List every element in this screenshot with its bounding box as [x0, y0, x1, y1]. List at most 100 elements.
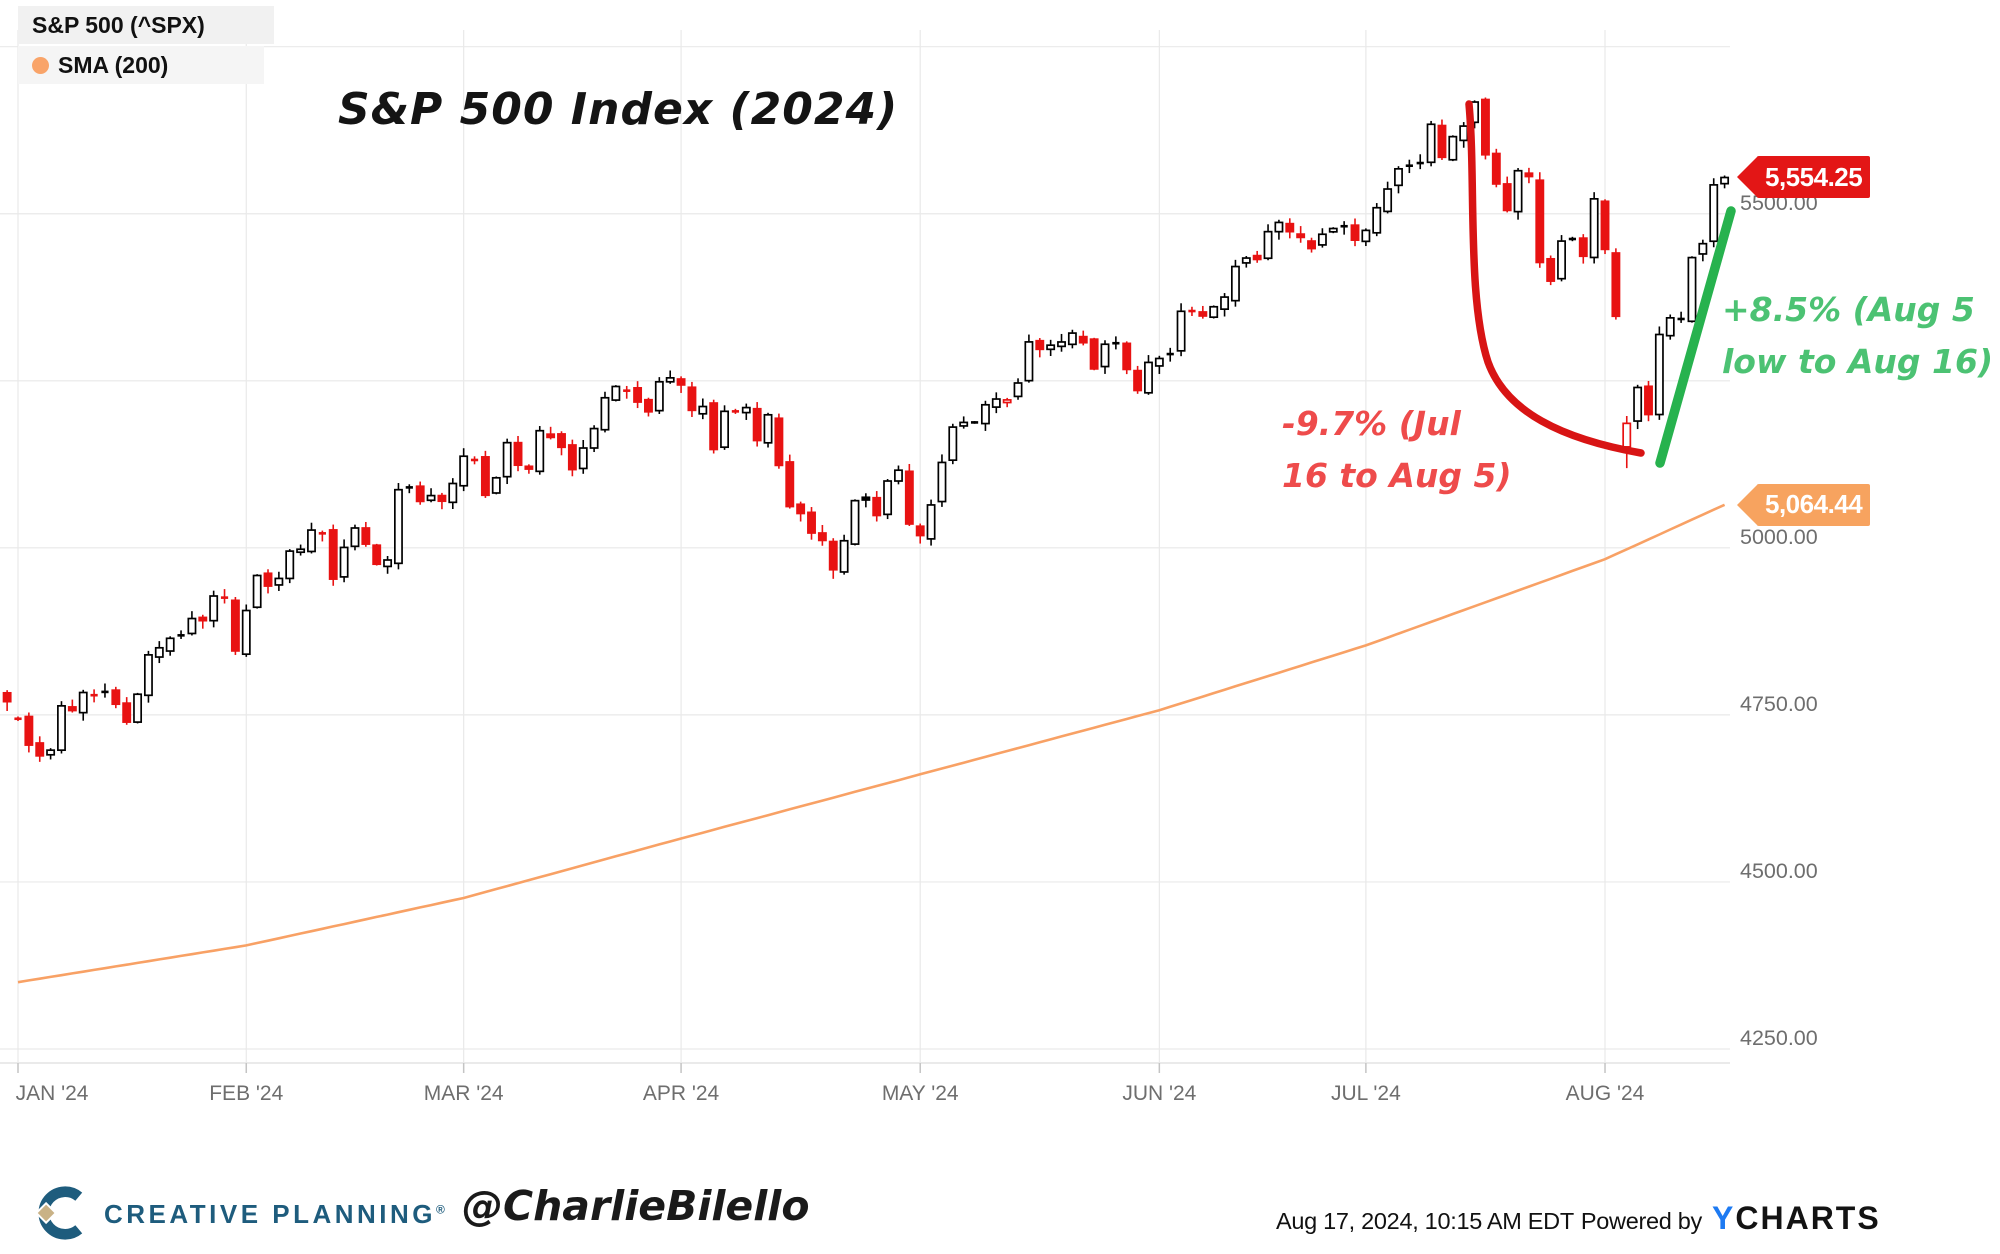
drawdown-annotation: -9.7% (Jul 16 to Aug 5)	[1282, 398, 1512, 502]
candle-FEB-1	[241, 604, 251, 657]
ycharts-charts: CHARTS	[1735, 1200, 1881, 1236]
candle-JUN-28	[1350, 218, 1360, 247]
candle-JUL-24	[1535, 172, 1545, 268]
candle-JUL-22	[1513, 168, 1523, 220]
candle-MAR-20	[600, 391, 610, 433]
candle-JAN-4	[35, 736, 45, 762]
legend-label-spx: S&P 500 (^SPX)	[32, 11, 205, 38]
candle-MAR-12	[535, 426, 545, 475]
candle-MAY-29	[1122, 341, 1132, 375]
candle-JUN-11	[1220, 293, 1230, 317]
candle-FEB-21	[383, 555, 393, 574]
candle-APR-1	[676, 376, 686, 393]
x-axis-label: AUG '24	[1565, 1082, 1645, 1105]
candle-JUN-14	[1252, 250, 1262, 263]
chart-title: S&P 500 Index (2024)	[338, 84, 899, 135]
candle-MAR-8	[513, 435, 523, 472]
candle-JUN-12	[1230, 259, 1240, 307]
candle-MAR-7	[502, 438, 512, 485]
candle-JAN-12	[101, 683, 109, 698]
x-axis-label: APR '24	[642, 1082, 720, 1105]
candle-JUN-18	[1274, 219, 1284, 240]
candle-JUL-15	[1459, 122, 1469, 148]
candle-APR-12	[774, 413, 784, 469]
candle-JAN-22	[154, 641, 164, 664]
candle-APR-8	[731, 408, 740, 414]
candle-FEB-22	[394, 483, 403, 570]
candle-JUN-4	[1166, 347, 1174, 362]
twitter-handle: @CharlieBilello	[462, 1182, 810, 1230]
candle-APR-26	[883, 479, 893, 520]
candle-JAN-3	[24, 712, 34, 753]
candle-JUL-29	[1568, 236, 1577, 242]
candle-MAR-1	[459, 448, 469, 492]
legend-row-spx: S&P 500 (^SPX)	[18, 6, 274, 44]
candle-JAN-5	[46, 748, 56, 760]
candle-APR-25	[872, 491, 882, 522]
candle-MAR-6	[491, 476, 501, 495]
candle-FEB-5	[263, 569, 273, 594]
drawdown-annotation-line1: -9.7% (Jul	[1282, 404, 1461, 443]
candle-JUN-24	[1307, 237, 1316, 253]
candle-MAR-27	[654, 377, 664, 414]
candle-MAR-26	[644, 397, 653, 417]
candle-MAY-13	[1002, 397, 1012, 408]
candle-MAY-16	[1035, 338, 1045, 358]
candle-JAN-25	[187, 611, 197, 636]
candle-JUN-5	[1176, 303, 1186, 357]
sma-line	[17, 503, 1726, 984]
sma-value: 5,064.44	[1765, 489, 1863, 520]
candle-AUG-12	[1677, 311, 1685, 323]
y-axis-label: 4250.00	[1740, 1025, 1818, 1050]
candle-APR-30	[904, 463, 914, 526]
candle-FEB-12	[318, 530, 326, 542]
candle-JUL-31	[1589, 192, 1599, 264]
candle-JAN-11	[90, 689, 98, 703]
candle-JUL-10	[1426, 120, 1436, 167]
candle-JAN-31	[230, 597, 240, 655]
candle-FEB-7	[285, 549, 295, 584]
candle-JUN-7	[1198, 305, 1208, 319]
candle-MAY-9	[980, 400, 990, 431]
candle-APR-29	[894, 465, 903, 485]
last-price-flag: 5,554.25	[1736, 156, 1871, 199]
candle-APR-5	[720, 405, 730, 450]
candle-MAY-3	[937, 454, 947, 507]
candle-JAN-24	[177, 630, 185, 639]
candle-APR-19	[828, 538, 838, 579]
candle-APR-22	[839, 534, 849, 575]
candle-JUL-2	[1372, 203, 1382, 237]
candle-MAY-7	[959, 416, 969, 429]
candle-JUN-10	[1209, 305, 1219, 319]
candle-JAN-16	[111, 686, 121, 709]
candle-JUL-8	[1405, 159, 1413, 174]
creative-planning-wordmark: CREATIVE PLANNING®	[104, 1199, 445, 1230]
candle-JUL-11	[1437, 119, 1447, 160]
rebound-annotation: +8.5% (Aug 5 low to Aug 16)	[1722, 284, 1993, 388]
candle-AUG-13	[1687, 256, 1697, 323]
candle-FEB-2	[252, 574, 262, 609]
candle-APR-17	[807, 507, 816, 540]
candle-JAN-10	[78, 689, 88, 721]
candle-MAY-24	[1100, 340, 1110, 374]
candle-FEB-26	[415, 481, 425, 505]
x-axis-label: MAR '24	[423, 1082, 504, 1105]
candle-AUG-5	[1622, 416, 1632, 469]
candle-FEB-27	[426, 488, 436, 503]
candle-JUN-27	[1340, 221, 1348, 235]
candle-MAR-11	[524, 464, 534, 474]
candle-APR-10	[752, 402, 762, 447]
candle-MAY-23	[1089, 337, 1099, 371]
candle-MAY-6	[948, 423, 958, 465]
candle-MAY-20	[1057, 333, 1066, 352]
candle-FEB-16	[361, 521, 371, 547]
candle-MAR-19	[589, 425, 599, 453]
candle-MAY-31	[1144, 355, 1153, 395]
candle-APR-15	[785, 454, 795, 509]
drawdown-arrow	[1465, 100, 1645, 457]
candle-FEB-20	[372, 543, 382, 566]
candle-AUG-14	[1698, 239, 1708, 262]
ycharts-y: Y	[1712, 1200, 1736, 1236]
registered-mark: ®	[436, 1202, 445, 1217]
